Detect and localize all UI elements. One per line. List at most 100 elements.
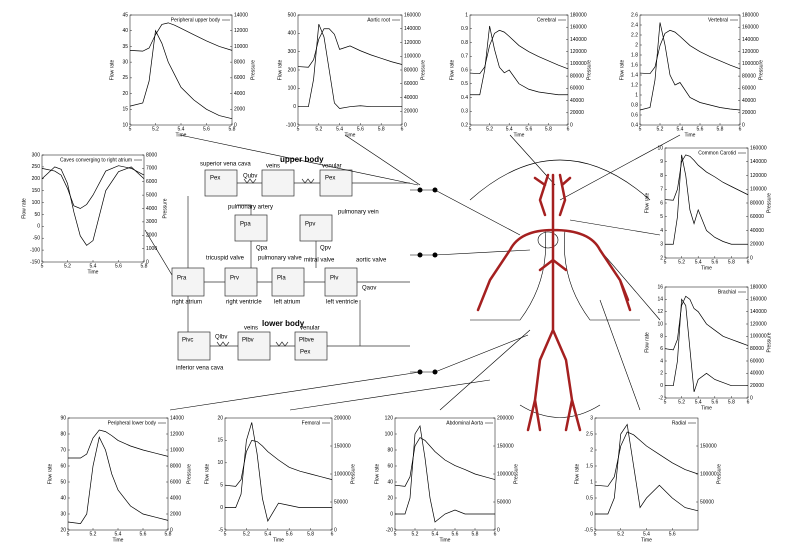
- x-tick-label: 5.6: [140, 531, 147, 537]
- y2-tick-label: 100000: [750, 187, 767, 193]
- legend-label: Peripheral upper body: [171, 17, 221, 23]
- label: Qaov: [362, 286, 376, 292]
- x-tick-label: 5.4: [264, 531, 271, 537]
- y2-tick-label: 20000: [570, 110, 584, 116]
- x-tick-label: 6: [747, 399, 750, 405]
- series-line: [395, 425, 495, 523]
- x-tick-label: 5.2: [64, 263, 71, 269]
- series-line: [129, 22, 233, 52]
- y-tick-label: 2: [590, 447, 593, 453]
- y-tick-label: 100: [32, 200, 41, 206]
- y2-tick-label: 60000: [750, 358, 764, 364]
- label: left ventricle: [326, 300, 359, 306]
- y2-tick-label: 40000: [570, 98, 584, 104]
- label: Plbv: [242, 338, 254, 344]
- series-line: [298, 24, 402, 109]
- legend-label: Abdominal Aorta: [446, 420, 483, 426]
- y2-tick-label: 0: [334, 527, 337, 533]
- x-tick-label: 5.8: [307, 531, 314, 537]
- label: pulmonary valve: [258, 256, 302, 262]
- plot-frame: [394, 417, 496, 531]
- y-tick-label: 0.6: [631, 112, 638, 118]
- series-line: [665, 154, 748, 245]
- x-tick-label: 5.6: [711, 399, 718, 405]
- compartment: [299, 214, 333, 242]
- y-tick-label: 20: [122, 91, 128, 97]
- compartment: [204, 169, 238, 197]
- x-tick-label: 5.8: [545, 126, 552, 132]
- label: Pex: [210, 176, 220, 182]
- x-tick-label: 5.8: [378, 126, 385, 132]
- y-tick-label: 2.6: [631, 12, 638, 18]
- y-tick-label: 0.8: [461, 40, 468, 46]
- y-tick-label: 20: [387, 495, 393, 501]
- y-tick-label: 1: [590, 479, 593, 485]
- x-tick-label: 5: [67, 531, 70, 537]
- connector: [187, 182, 410, 347]
- y2-axis-label: Pressure: [758, 60, 764, 80]
- y-tick-label: 2.4: [631, 22, 638, 28]
- y-tick-label: -20: [386, 527, 393, 533]
- y-tick-label: 0.5: [461, 81, 468, 87]
- y2-tick-label: 4000: [170, 495, 181, 501]
- x-tick-label: 5.6: [203, 126, 210, 132]
- y2-tick-label: 8000: [170, 463, 181, 469]
- y-axis-label: Flow rate: [109, 60, 115, 81]
- legend-label: Radial: [672, 420, 686, 426]
- y2-tick-label: 0: [497, 527, 500, 533]
- x-tick-label: 5.2: [486, 126, 493, 132]
- y-tick-label: 1.2: [631, 82, 638, 88]
- y-tick-label: 1.5: [586, 463, 593, 469]
- y2-tick-label: 14000: [170, 415, 184, 421]
- y-tick-label: 90: [60, 415, 66, 421]
- series-line: [594, 431, 699, 487]
- x-tick-label: 5.6: [357, 126, 364, 132]
- y2-tick-label: 0: [750, 255, 753, 261]
- x-axis-label: Time: [88, 269, 99, 275]
- label: Plbve: [299, 338, 315, 344]
- y-tick-label: 6: [660, 346, 663, 352]
- label: upper body: [280, 155, 324, 164]
- y-tick-label: 0: [37, 224, 40, 230]
- label: right atrium: [172, 300, 202, 306]
- y2-tick-label: 60000: [742, 86, 756, 92]
- compartment: [171, 267, 205, 297]
- legend-label: Aortic root: [367, 17, 390, 23]
- compartment: [271, 267, 305, 297]
- x-axis-label: Time: [514, 132, 525, 138]
- y2-tick-label: 20000: [750, 242, 764, 248]
- y-tick-label: -100: [286, 122, 296, 128]
- y-tick-label: 0.3: [461, 109, 468, 115]
- y2-tick-label: 40000: [750, 228, 764, 234]
- y-tick-label: 60: [60, 463, 66, 469]
- y2-tick-label: 40000: [742, 98, 756, 104]
- y2-axis-label: Pressure: [250, 60, 256, 80]
- y-tick-label: 30: [122, 59, 128, 65]
- plot-frame: [297, 14, 403, 126]
- label: Prv: [230, 276, 239, 282]
- y-axis-label: Flow rate: [374, 464, 380, 485]
- y2-tick-label: 100000: [750, 334, 767, 340]
- x-tick-label: 5.4: [115, 531, 122, 537]
- y-tick-label: 1: [465, 12, 468, 18]
- label: tricuspid valve: [206, 256, 245, 262]
- y2-tick-label: 6000: [234, 75, 245, 81]
- legend-label: Brachial: [718, 289, 736, 295]
- series-line: [665, 298, 748, 392]
- y2-tick-label: 80000: [750, 200, 764, 206]
- y2-tick-label: 10000: [234, 44, 248, 50]
- y2-axis-label: Pressure: [586, 60, 592, 80]
- x-tick-label: 5.6: [697, 126, 704, 132]
- resistor: [216, 178, 315, 347]
- x-tick-label: 5: [639, 126, 642, 132]
- compartment: [177, 331, 211, 361]
- label: Pex: [325, 176, 335, 182]
- label: pulmonary artery: [228, 205, 273, 211]
- connectors: [144, 134, 681, 418]
- x-tick-label: 6: [567, 126, 570, 132]
- y-tick-label: 1.8: [631, 52, 638, 58]
- y2-axis-label: Pressure: [162, 198, 168, 218]
- y2-tick-label: 5000: [146, 192, 157, 198]
- y-tick-label: 5: [660, 214, 663, 220]
